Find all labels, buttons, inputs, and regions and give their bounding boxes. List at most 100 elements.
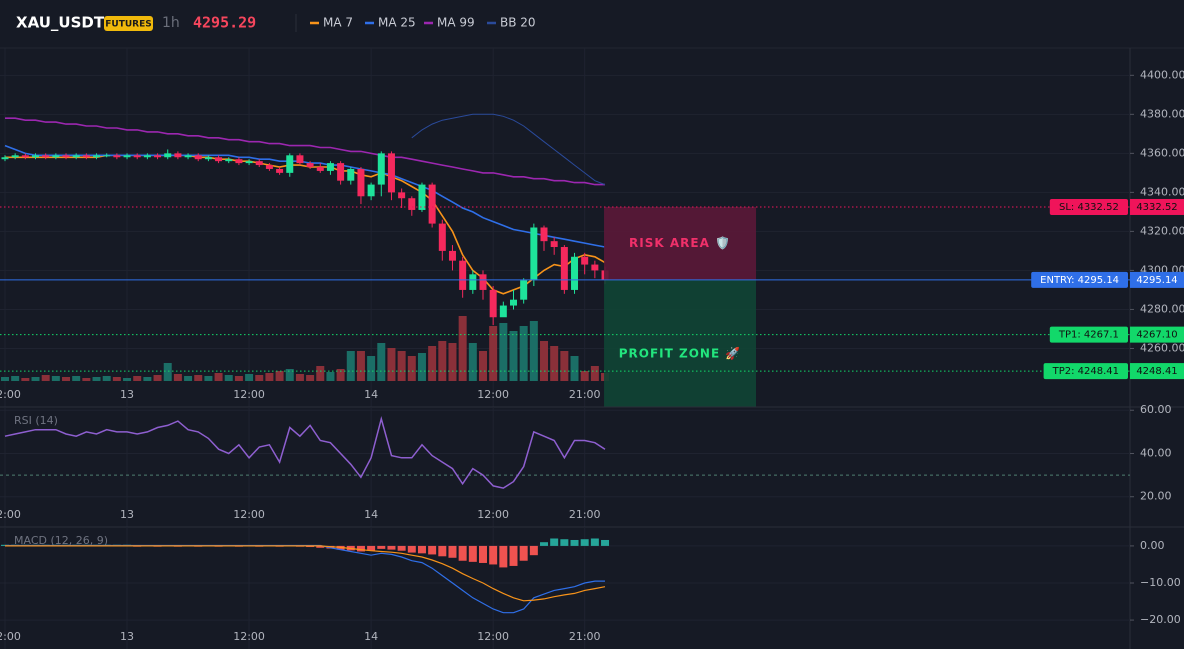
macd-hist: [540, 542, 549, 546]
candle-body: [154, 155, 162, 158]
volume-bar: [275, 371, 284, 381]
axis-tag: 4295.14: [1136, 275, 1177, 286]
panel-title: MACD (12, 26, 9): [14, 534, 108, 547]
volume-bar: [184, 376, 193, 381]
volume-bar: [72, 376, 81, 381]
x-tick-label: 14: [364, 630, 378, 643]
volume-bar: [153, 375, 162, 381]
interval[interactable]: 1h: [162, 15, 180, 31]
macd-hist: [316, 545, 325, 548]
x-tick-label: 14: [364, 388, 378, 401]
candle-body: [560, 247, 568, 290]
macd-hist: [580, 539, 589, 546]
y-tick-label: 4340.00: [1140, 185, 1184, 198]
candle-body: [510, 299, 517, 306]
volume-bar: [458, 316, 467, 381]
volume-bar: [133, 376, 142, 381]
symbol: XAU_USDT: [16, 14, 105, 32]
volume-bar: [214, 373, 223, 381]
x-tick-label: 12:00: [0, 508, 21, 521]
candle-body: [387, 153, 395, 193]
candle-body: [367, 184, 375, 197]
candle-body: [82, 155, 90, 158]
candle-body: [377, 153, 385, 185]
macd-hist: [397, 545, 406, 551]
macd-hist: [448, 545, 457, 558]
volume-bar: [102, 376, 111, 381]
volume-bar: [438, 341, 447, 381]
volume-bar: [285, 369, 294, 381]
volume-bar: [478, 351, 487, 381]
legend-label: MA 7: [323, 16, 353, 30]
candle-body: [235, 159, 243, 164]
macd-hist: [509, 545, 518, 566]
candle-body: [591, 264, 599, 271]
volume-bar: [550, 346, 559, 381]
candle-body: [499, 305, 507, 318]
x-tick-label: 21:00: [569, 508, 601, 521]
x-tick-label: 21:00: [569, 388, 601, 401]
macd-hist: [367, 545, 376, 551]
volume-bar: [21, 378, 30, 381]
candle-body: [1, 157, 9, 160]
volume-bar: [265, 373, 274, 381]
badge: FUTURES: [105, 20, 151, 30]
candle-body: [204, 157, 212, 160]
volume-bar: [540, 341, 549, 381]
candle-body: [42, 155, 50, 158]
axis-tag: 4267.10: [1136, 330, 1177, 341]
volume-bar: [224, 375, 233, 381]
indicator-line: [5, 545, 606, 602]
volume-bar: [173, 374, 182, 381]
macd-hist: [407, 545, 416, 553]
macd-hist: [489, 545, 498, 565]
candle-body: [581, 256, 589, 265]
volume-bar: [163, 363, 172, 381]
volume-bar: [387, 348, 396, 381]
level-tag: ENTRY: 4295.14: [1040, 275, 1119, 286]
volume-bar: [489, 326, 498, 381]
candle-body: [32, 155, 40, 158]
y-tick-label: 60.00: [1140, 403, 1172, 416]
level-tag-bg: [1031, 271, 1128, 288]
volume-bar: [92, 377, 101, 381]
macd-hist: [458, 545, 467, 561]
volume-bar: [82, 378, 91, 381]
candle-body: [255, 161, 263, 166]
axis-tag-bg: [1130, 326, 1184, 343]
x-tick-label: 21:00: [569, 630, 601, 643]
volume-bar: [356, 351, 365, 381]
candle-body: [408, 198, 416, 210]
candle-body: [296, 155, 304, 164]
volume-bar: [397, 351, 406, 381]
zone: [604, 279, 757, 407]
y-tick-label: 4280.00: [1140, 302, 1184, 315]
volume-bar: [580, 371, 589, 381]
volume-bar: [428, 346, 437, 381]
axis-tag-bg: [1130, 271, 1184, 288]
legend-label: BB 20: [500, 16, 536, 30]
legend-label: MA 25: [378, 16, 416, 30]
y-tick-label: 4400.00: [1140, 68, 1184, 81]
candle-body: [489, 289, 497, 318]
indicator-line: [4, 416, 606, 489]
volume-bar: [41, 375, 50, 381]
candle-body: [93, 155, 101, 158]
y-tick-label: 4320.00: [1140, 224, 1184, 237]
volume-bar: [346, 351, 355, 381]
macd-hist: [529, 545, 538, 556]
level-tag-bg: [1043, 363, 1128, 380]
candle-body: [418, 184, 426, 210]
candle-body: [265, 165, 273, 169]
candle-body: [286, 155, 294, 173]
macd-hist: [377, 545, 386, 549]
x-tick-label: 12:00: [0, 630, 21, 643]
candle-body: [530, 227, 538, 281]
volume-bar: [1, 377, 9, 381]
volume-bar: [529, 321, 538, 381]
candle-body: [306, 163, 314, 168]
axis-tag-bg: [1130, 363, 1184, 380]
x-tick-label: 12:00: [0, 388, 21, 401]
candle-body: [143, 155, 151, 158]
candle-body: [21, 155, 29, 158]
